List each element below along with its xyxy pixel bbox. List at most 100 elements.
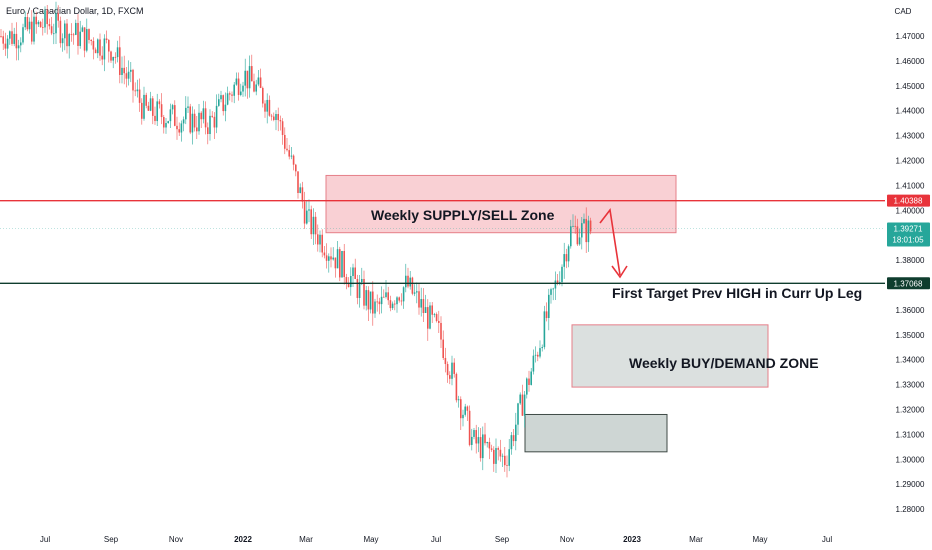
candle-body	[262, 87, 264, 104]
candle-body	[330, 256, 332, 260]
candle-body	[479, 437, 482, 459]
candle-body	[444, 357, 447, 365]
candle-body	[99, 39, 101, 56]
candle-body	[464, 406, 466, 415]
zone-rect	[325, 174, 677, 234]
candle-body	[193, 113, 196, 128]
candle-body	[233, 84, 235, 96]
candle-body	[332, 257, 334, 260]
candle-body	[323, 252, 326, 256]
candle-body	[101, 55, 103, 60]
candle-body	[185, 107, 187, 120]
candle-body	[204, 108, 207, 128]
candle-body	[402, 287, 405, 302]
candle-body	[486, 442, 488, 444]
candle-body	[563, 254, 565, 267]
candle-body	[429, 305, 431, 329]
candle-body	[301, 187, 304, 202]
candle-body	[103, 38, 106, 60]
candle-body	[526, 378, 528, 395]
candle-body	[501, 455, 504, 457]
candle-body	[530, 371, 532, 385]
candle-body	[391, 303, 394, 309]
candle-body	[554, 280, 557, 289]
candle-body	[145, 94, 147, 106]
candle-body	[105, 38, 108, 40]
zone-rect	[571, 324, 769, 388]
candle-body	[108, 39, 110, 52]
candle-body	[545, 311, 548, 319]
candle-body	[493, 449, 495, 464]
y-tick-label: 1.30000	[896, 455, 925, 464]
candle-body	[552, 288, 554, 290]
candle-body	[409, 277, 411, 287]
candle-body	[537, 354, 539, 357]
candle-body	[268, 99, 271, 116]
y-tick-label: 1.40000	[896, 206, 925, 215]
candle-body	[499, 449, 502, 457]
candle-body	[561, 266, 563, 283]
candle-body	[26, 17, 29, 30]
candle-body	[2, 36, 4, 44]
candle-body	[130, 69, 132, 72]
candle-body	[506, 465, 508, 466]
price-label-text: 1.40388	[894, 197, 923, 206]
candle-body	[180, 123, 183, 133]
candle-body	[422, 299, 425, 313]
candle-body	[405, 275, 407, 288]
candle-body	[314, 216, 317, 235]
candle-body	[134, 90, 136, 92]
candle-body	[174, 105, 176, 126]
candle-body	[154, 115, 156, 122]
candle-body	[55, 13, 57, 34]
x-tick-label: 2023	[623, 535, 641, 544]
candle-body	[13, 33, 15, 44]
candle-body	[235, 78, 238, 85]
candle-body	[312, 216, 315, 235]
candle-body	[242, 85, 244, 92]
candle-body	[321, 234, 323, 253]
candle-body	[350, 276, 352, 288]
candle-body	[559, 282, 561, 283]
candle-body	[248, 66, 251, 89]
candle-body	[178, 129, 180, 133]
candle-body	[77, 22, 79, 46]
candle-body	[460, 399, 462, 419]
candle-body	[57, 13, 59, 21]
candle-body	[356, 278, 359, 298]
y-tick-label: 1.34000	[896, 356, 925, 365]
countdown-label: 18:01:05	[892, 235, 924, 244]
candle-body	[138, 89, 141, 103]
candle-body	[341, 251, 343, 278]
y-tick-label: 1.36000	[896, 306, 925, 315]
candle-body	[112, 56, 114, 61]
candle-body	[275, 113, 277, 120]
candle-body	[53, 33, 55, 35]
candle-body	[176, 125, 178, 130]
x-tick-label: May	[363, 535, 378, 544]
candle-body	[495, 448, 497, 464]
candle-body	[273, 116, 275, 120]
candle-body	[213, 116, 216, 128]
candle-body	[110, 51, 112, 61]
candle-body	[424, 307, 427, 313]
candle-body	[310, 209, 312, 235]
candle-body	[169, 109, 172, 122]
candle-body	[119, 47, 121, 75]
candle-body	[334, 257, 337, 269]
candle-body	[427, 307, 429, 329]
price-label-box	[887, 277, 930, 290]
candle-body	[343, 251, 345, 278]
candle-body	[438, 320, 440, 323]
candle-body	[317, 234, 319, 245]
candle-body	[556, 280, 559, 283]
candle-body	[548, 294, 550, 319]
candle-body	[207, 127, 209, 135]
candle-body	[306, 210, 308, 224]
candle-body	[570, 226, 572, 247]
y-tick-label: 1.35000	[896, 331, 925, 340]
candle-body	[433, 314, 436, 315]
candle-body	[90, 39, 92, 41]
candle-body	[455, 373, 458, 401]
